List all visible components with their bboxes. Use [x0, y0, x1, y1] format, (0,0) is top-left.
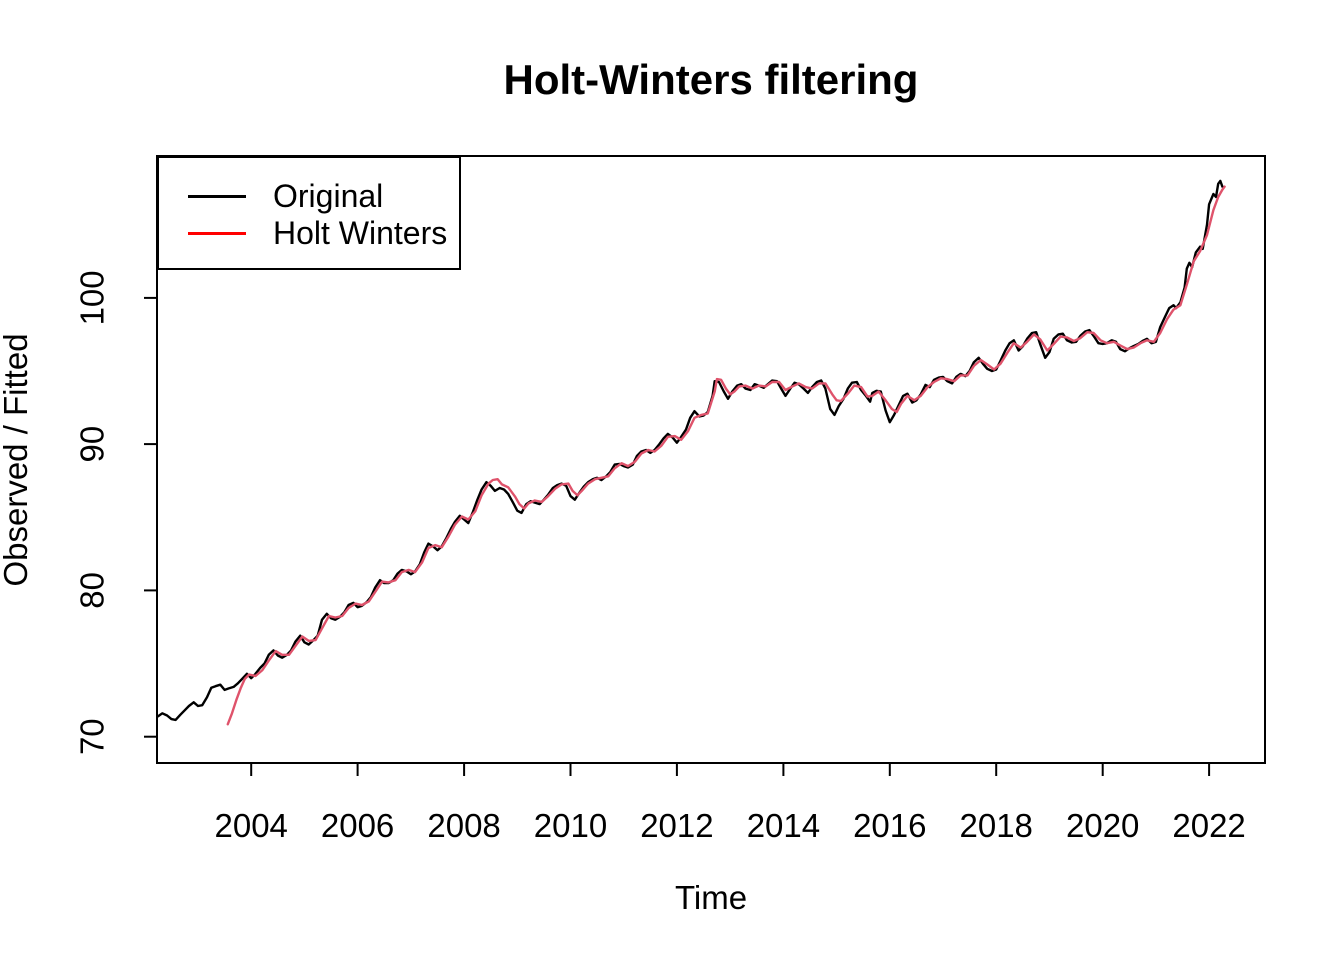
- y-tick-label: 70: [74, 718, 111, 755]
- legend: Original Holt Winters: [157, 156, 461, 270]
- chart-title: Holt-Winters filtering: [504, 56, 919, 103]
- original-line-sample: [188, 195, 246, 198]
- legend-label-original: Original: [273, 178, 384, 214]
- y-tick-label: 80: [74, 572, 111, 609]
- series-line-holt-winters: [226, 185, 1226, 726]
- x-axis-title: Time: [675, 879, 747, 916]
- x-tick-label: 2008: [427, 807, 500, 844]
- x-tick-label: 2022: [1172, 807, 1245, 844]
- x-axis: 2004 2006 2008 2010 2012 2014 2016 2018 2020 2022: [214, 763, 1246, 844]
- legend-label-holt-winters: Holt Winters: [273, 215, 448, 251]
- x-tick-label: 2014: [747, 807, 820, 844]
- series-lines: [156, 179, 1226, 726]
- holt-winters-line-sample: [188, 232, 246, 235]
- y-tick-label: 100: [74, 270, 111, 325]
- legend-entry-original: Original: [159, 178, 459, 215]
- x-tick-label: 2004: [214, 807, 287, 844]
- x-tick-label: 2006: [321, 807, 394, 844]
- y-axis: 70 80 90 100: [74, 270, 157, 755]
- y-tick-label: 90: [74, 426, 111, 463]
- legend-entry-holt-winters: Holt Winters: [159, 215, 459, 252]
- x-tick-label: 2018: [959, 807, 1032, 844]
- y-axis-title: Observed / Fitted: [0, 333, 34, 586]
- x-tick-label: 2012: [640, 807, 713, 844]
- plot-border: [156, 155, 1266, 764]
- x-tick-label: 2010: [534, 807, 607, 844]
- x-tick-label: 2016: [853, 807, 926, 844]
- x-tick-label: 2020: [1066, 807, 1139, 844]
